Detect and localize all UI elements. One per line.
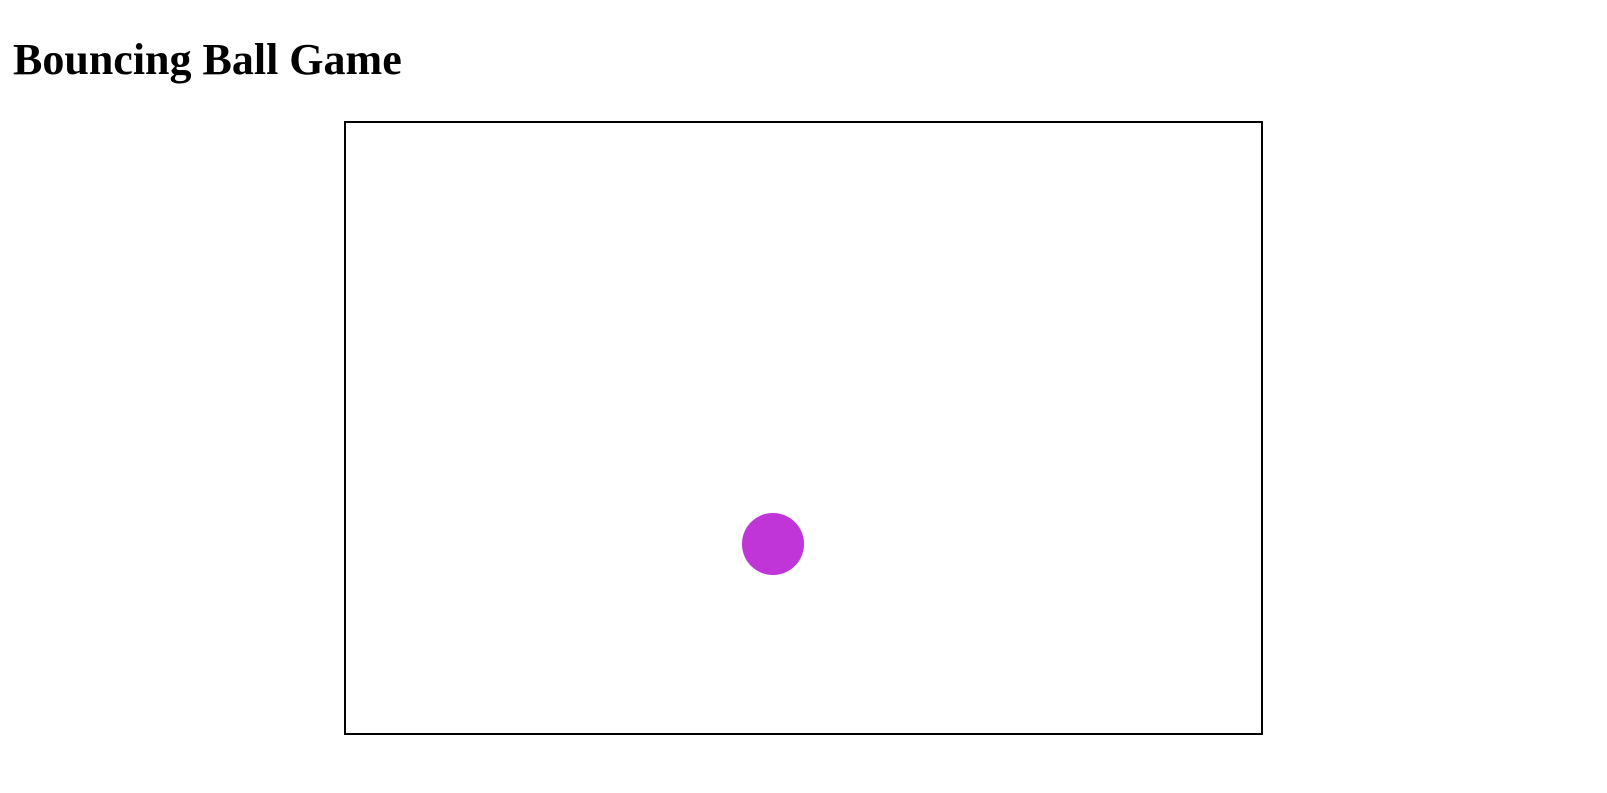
game-canvas[interactable] xyxy=(344,121,1263,735)
ball-icon xyxy=(742,513,804,575)
page-title: Bouncing Ball Game xyxy=(13,35,402,84)
